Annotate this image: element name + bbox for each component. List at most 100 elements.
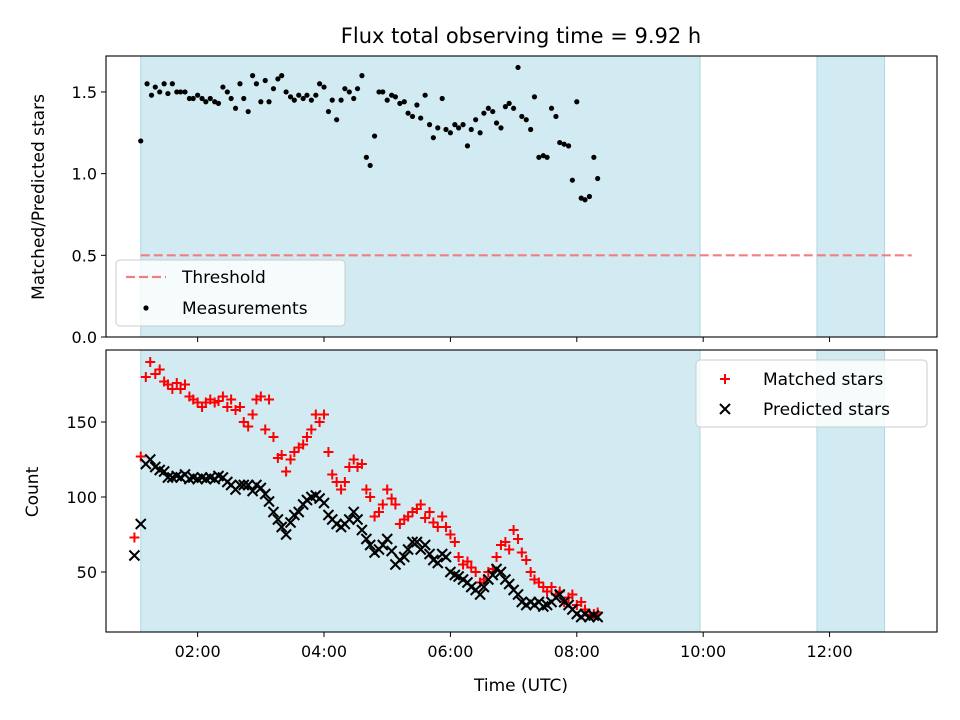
matched-point-10 (175, 384, 186, 394)
predicted-point-29 (255, 482, 267, 494)
measurement-point-55 (371, 133, 378, 139)
matched-point-51 (348, 454, 359, 465)
matched-point-0 (129, 532, 140, 543)
predicted-point-51 (348, 506, 360, 518)
predicted-point-36 (284, 516, 297, 529)
x-axis-label: Time (UTC) (473, 676, 568, 696)
x-tick-label-1: 04:00 (301, 642, 347, 661)
measurement-point-45 (329, 97, 335, 103)
matched-point-59 (382, 484, 393, 495)
measurement-point-57 (380, 89, 386, 95)
matched-point-76 (453, 552, 464, 562)
measurement-point-44 (325, 108, 332, 115)
matched-point-36 (285, 454, 296, 465)
measurement-point-99 (557, 139, 563, 146)
measurement-point-42 (316, 81, 323, 87)
measurement-point-8 (174, 89, 180, 95)
measurement-point-81 (481, 110, 487, 116)
measurement-point-67 (422, 92, 428, 98)
measurement-point-90 (519, 113, 525, 120)
measurement-point-10 (182, 89, 188, 95)
x-tick-label-3: 08:00 (554, 642, 600, 661)
measurement-point-101 (565, 143, 572, 149)
predicted-point-88 (503, 578, 515, 590)
matched-point-91 (516, 547, 527, 558)
predicted-point-68 (419, 539, 431, 551)
matched-point-31 (264, 394, 275, 405)
measurement-point-106 (586, 193, 593, 200)
predicted-point-84 (487, 569, 499, 581)
x-tick-label-4: 10:00 (680, 642, 726, 661)
predicted-point-32 (267, 506, 280, 518)
predicted-point-38 (293, 506, 305, 518)
matched-point-19 (213, 396, 224, 406)
y-axis-label-count: Count (23, 466, 43, 517)
measurement-point-14 (199, 95, 205, 102)
predicted-point-59 (381, 533, 393, 545)
measurement-point-82 (485, 105, 491, 111)
matched-point-34 (276, 450, 287, 460)
predicted-point-0 (128, 549, 141, 562)
matched-point-78 (462, 556, 473, 567)
measurement-point-30 (266, 99, 272, 105)
y-tick-label-0-3: 1.5 (72, 83, 97, 102)
matched-point-85 (491, 552, 502, 562)
shaded-interval-0 (140, 349, 701, 633)
measurement-point-69 (430, 135, 436, 141)
measurement-point-28 (258, 99, 264, 105)
measurement-point-56 (376, 89, 382, 95)
predicted-point-54 (360, 533, 373, 545)
predicted-point-27 (246, 485, 259, 497)
predicted-point-52 (351, 513, 364, 526)
matched-point-73 (440, 522, 451, 532)
axes-frame-1 (105, 349, 938, 633)
predicted-point-86 (495, 566, 507, 578)
measurement-point-97 (548, 105, 555, 111)
matched-point-87 (500, 537, 511, 547)
matched-point-67 (415, 499, 426, 510)
measurement-point-76 (460, 122, 466, 128)
predicted-point-6 (158, 465, 170, 478)
matched-point-4 (150, 369, 161, 379)
measurement-point-66 (418, 115, 424, 121)
measurement-point-54 (367, 162, 373, 169)
matched-point-5 (154, 364, 165, 375)
predicted-point-1 (135, 518, 147, 530)
predicted-point-35 (280, 528, 292, 541)
measurement-point-36 (291, 97, 297, 103)
predicted-point-53 (356, 524, 368, 536)
measurement-point-85 (498, 125, 504, 131)
matched-point-93 (525, 567, 536, 577)
measurement-point-48 (342, 86, 348, 92)
chart-title: Flux total observing time = 9.92 h (341, 24, 701, 48)
measurement-point-105 (582, 197, 588, 203)
matched-point-41 (306, 424, 317, 435)
predicted-point-69 (423, 548, 436, 560)
matched-point-25 (238, 417, 249, 427)
matched-point-55 (365, 492, 376, 502)
matched-point-27 (247, 409, 258, 420)
measurement-point-107 (591, 154, 597, 160)
legend-predicted-swatch (719, 403, 731, 415)
x-tick-label-5: 12:00 (807, 642, 853, 661)
measurement-point-31 (270, 86, 277, 92)
matched-point-105 (576, 597, 587, 607)
matched-point-62 (394, 519, 405, 529)
measurement-point-96 (544, 154, 550, 160)
predicted-point-44 (318, 497, 330, 509)
measurement-point-5 (161, 81, 167, 87)
matched-point-103 (567, 589, 578, 600)
legend-ratio (115, 259, 346, 327)
predicted-point-58 (377, 539, 389, 551)
matched-point-53 (356, 459, 367, 469)
measurement-point-11 (186, 95, 193, 102)
matched-point-54 (361, 484, 372, 495)
matched-point-37 (289, 447, 300, 457)
matched-point-44 (319, 409, 330, 420)
matched-point-21 (222, 402, 233, 412)
measurement-point-64 (409, 113, 416, 120)
matched-point-29 (255, 391, 266, 402)
matched-point-20 (217, 391, 228, 402)
y-axis-label-ratio: Matched/Predicted stars (29, 94, 49, 300)
